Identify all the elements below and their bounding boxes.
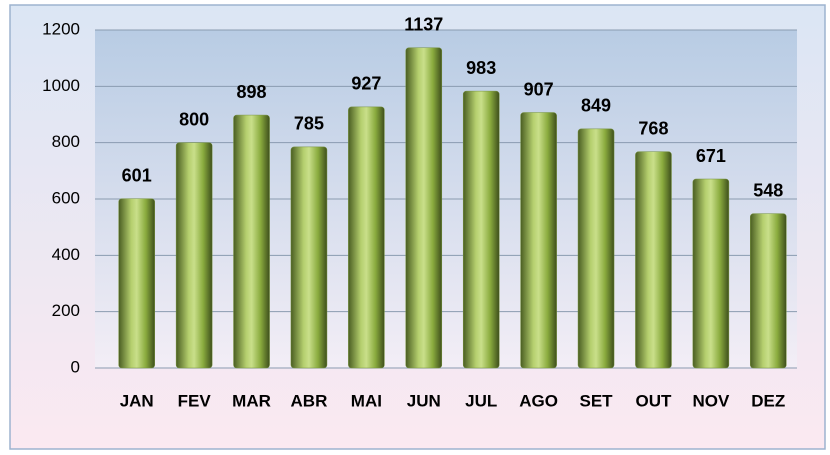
bar [348,106,385,369]
data-label: 1137 [404,14,443,34]
bar [405,47,443,369]
bar [462,90,500,369]
bar [577,128,615,369]
x-tick-label: OUT [636,391,673,410]
y-tick-label: 800 [52,132,80,151]
x-tick-label: MAI [351,391,382,410]
x-tick-label: MAR [232,391,271,410]
bar [290,146,328,369]
bar [692,178,730,369]
x-tick-label: AGO [519,391,558,410]
data-label: 548 [753,180,783,200]
data-label: 907 [524,79,554,99]
bar [233,114,270,369]
y-tick-label: 200 [52,301,80,320]
data-label: 898 [237,82,267,102]
x-tick-label: SET [580,391,614,410]
data-label: 601 [122,165,152,185]
data-label: 671 [696,146,726,166]
x-tick-label: ABR [291,391,328,410]
y-tick-label: 1000 [42,76,80,95]
bar [635,151,672,369]
data-label: 800 [179,109,209,129]
data-label: 849 [581,96,611,116]
x-tick-label: JUN [407,391,441,410]
y-tick-label: 1200 [42,19,80,38]
data-label: 927 [351,74,381,94]
x-tick-label: JUL [465,391,497,410]
bar [750,213,787,369]
y-tick-label: 0 [71,357,80,376]
x-tick-label: JAN [120,391,154,410]
bar [175,142,213,369]
bar [118,198,155,369]
x-tick-label: DEZ [751,391,785,410]
data-label: 983 [466,58,496,78]
data-label: 768 [638,118,668,138]
y-tick-label: 600 [52,188,80,207]
x-tick-label: NOV [692,391,730,410]
y-tick-label: 400 [52,245,80,264]
data-label: 785 [294,114,324,134]
x-tick-label: FEV [178,391,212,410]
bar [520,112,557,369]
